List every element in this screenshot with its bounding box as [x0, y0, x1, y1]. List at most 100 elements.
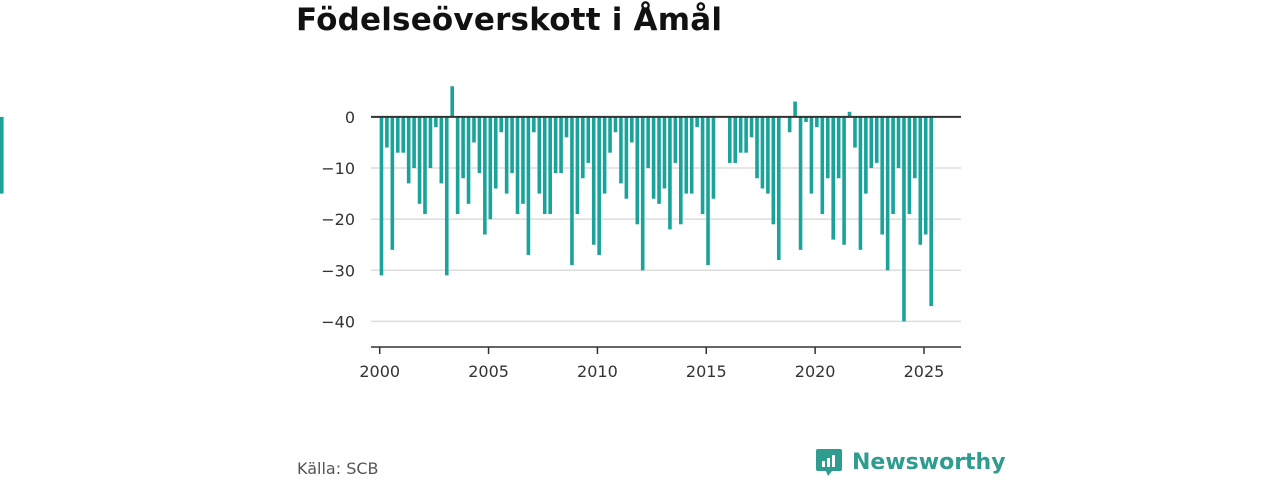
bar	[379, 116, 384, 276]
bar	[428, 116, 433, 169]
bar	[804, 116, 808, 123]
bar	[749, 116, 754, 138]
y-tick-label: −20	[321, 210, 355, 229]
bars	[0, 86, 933, 322]
y-tick-label: −30	[321, 261, 355, 280]
bar	[885, 116, 890, 271]
bar	[684, 116, 689, 194]
bar	[553, 116, 558, 174]
bar	[733, 116, 738, 163]
bar	[406, 116, 411, 184]
bar	[700, 116, 705, 215]
bar	[825, 116, 830, 179]
bar	[570, 116, 574, 266]
bar	[613, 116, 618, 133]
bar	[466, 116, 471, 204]
bar	[483, 116, 487, 235]
x-tick-label: 2020	[795, 362, 836, 381]
bar	[646, 116, 650, 169]
bar	[597, 116, 601, 255]
bar	[526, 116, 531, 255]
bar	[842, 116, 846, 245]
bar	[548, 116, 552, 215]
bar	[510, 116, 514, 174]
y-axis-labels: 0 −10 −20 −30 −40	[321, 108, 355, 332]
bar	[853, 116, 857, 148]
bar	[891, 116, 895, 215]
brand-name: Newsworthy	[852, 449, 1006, 475]
x-tick-label: 2015	[686, 362, 727, 381]
bar	[727, 116, 732, 163]
bar	[706, 116, 710, 266]
bar	[836, 116, 841, 179]
bar	[515, 116, 520, 215]
bar	[923, 116, 928, 235]
bar	[493, 116, 498, 189]
brand-logo: Newsworthy	[816, 447, 1006, 477]
bar	[787, 116, 792, 133]
bar	[385, 116, 389, 148]
x-tick-label: 2010	[577, 362, 618, 381]
bar	[755, 116, 759, 179]
bar	[815, 116, 819, 128]
y-tick-label: 0	[345, 108, 355, 127]
bar	[450, 86, 455, 117]
bar	[504, 116, 509, 194]
bar	[809, 116, 814, 194]
bar	[864, 116, 868, 194]
source-note: Källa: SCB	[297, 459, 379, 478]
bar	[630, 116, 634, 143]
bar	[662, 116, 667, 189]
bar	[412, 116, 416, 169]
bar	[798, 116, 803, 250]
bar	[913, 116, 917, 179]
grid-lines	[371, 167, 961, 323]
bar	[640, 116, 645, 271]
bar	[542, 116, 547, 215]
bar	[564, 116, 569, 138]
bar	[461, 116, 465, 179]
bar	[395, 116, 400, 153]
bar	[434, 116, 438, 128]
bar	[472, 116, 476, 143]
bar	[820, 116, 825, 215]
x-axis-labels: 2000 2005 2010 2015 2020 2025	[359, 362, 944, 381]
bar	[766, 116, 770, 194]
bar	[635, 116, 640, 225]
bar	[608, 116, 612, 153]
bar	[532, 116, 536, 133]
bar	[902, 116, 906, 322]
bar	[591, 116, 596, 245]
bar	[455, 116, 460, 215]
bar	[831, 116, 836, 240]
bar	[711, 116, 716, 199]
bar	[619, 116, 623, 184]
axes	[371, 115, 961, 354]
x-tick-label: 2025	[904, 362, 945, 381]
bar	[929, 116, 933, 307]
bar	[488, 116, 493, 220]
bar	[586, 116, 591, 163]
bar	[624, 116, 629, 199]
bar	[499, 116, 503, 133]
x-tick-label: 2005	[468, 362, 509, 381]
bar	[439, 116, 444, 184]
bar	[760, 116, 765, 189]
bar	[673, 116, 678, 163]
chart-title: Födelseöverskott i Åmål	[296, 2, 723, 38]
bar	[858, 116, 863, 250]
bar	[521, 116, 525, 204]
bar	[417, 116, 422, 204]
bar	[896, 116, 901, 169]
newsworthy-logo-icon	[816, 449, 842, 476]
bar	[477, 116, 482, 174]
bar	[668, 116, 672, 230]
bar	[689, 116, 694, 194]
bar	[657, 116, 661, 204]
bar	[918, 116, 923, 245]
bar	[537, 116, 542, 194]
bar	[847, 111, 852, 117]
bar	[744, 116, 748, 153]
bar	[390, 116, 395, 250]
